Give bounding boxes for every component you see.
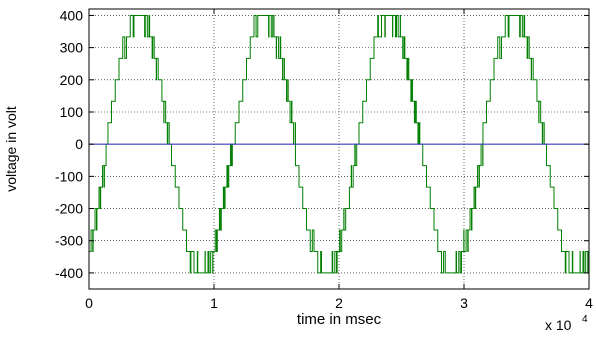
x-multiplier-exponent: 4 (582, 314, 588, 325)
plot-area (89, 14, 589, 274)
y-tick-label: 100 (60, 104, 84, 120)
y-tick-label: -200 (55, 201, 83, 217)
y-tick-label: 200 (60, 72, 84, 88)
series-line-voltage (89, 14, 589, 274)
y-tick-label: -100 (55, 168, 83, 184)
ticks: 0 1 2 3 4 -400 -300 -200 -100 0 100 200 300 400 (55, 7, 593, 311)
x-tick-label: 4 (585, 295, 593, 311)
x-axis-label: time in msec (297, 311, 382, 328)
grid (89, 9, 589, 289)
y-tick-label: 300 (60, 40, 84, 56)
x-multiplier-label: x 10 (545, 317, 572, 333)
x-tick-label: 0 (85, 295, 93, 311)
x-tick-label: 3 (460, 295, 468, 311)
y-tick-label: -300 (55, 233, 83, 249)
x-tick-label: 2 (335, 295, 343, 311)
y-axis-label: voltage in volt (3, 106, 19, 192)
x-tick-label: 1 (210, 295, 218, 311)
y-tick-label: -400 (55, 265, 83, 281)
y-tick-label: 0 (75, 136, 83, 152)
y-tick-label: 400 (60, 7, 84, 23)
